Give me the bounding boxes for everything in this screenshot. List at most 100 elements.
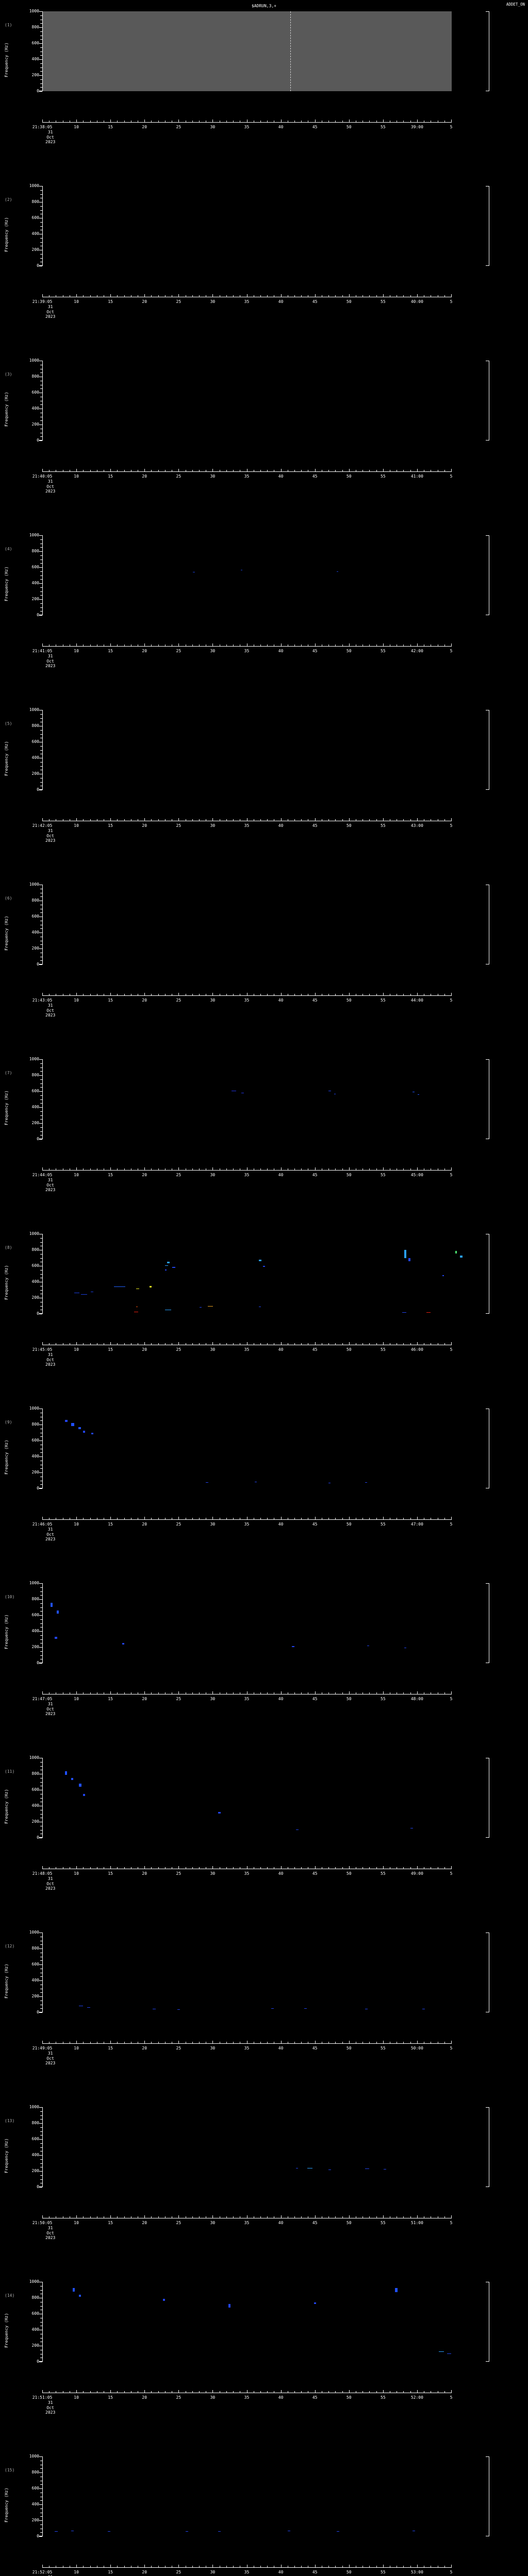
y-tick-mark (39, 1488, 42, 1489)
x-minor-tick (49, 1518, 50, 1519)
y-minor-tick (40, 63, 42, 64)
x-major-tick (76, 469, 77, 471)
x-minor-tick (444, 121, 445, 122)
y-minor-tick (40, 960, 42, 961)
detection-mark (404, 1250, 406, 1258)
x-major-tick (383, 2215, 384, 2218)
y-minor-tick (40, 595, 42, 596)
x-tick-label: 21:45:05 (32, 1347, 53, 1352)
plot-area[interactable] (42, 2456, 452, 2536)
plot-area[interactable] (42, 11, 452, 91)
y-tick-mark (39, 2536, 42, 2537)
spectrogram-panel: (14) Frequency (Hz) 1000 800 600 400 200 0 21:51… (0, 2280, 528, 2456)
x-minor-tick (199, 2391, 200, 2393)
plot-area[interactable] (42, 1059, 452, 1139)
plot-area[interactable] (42, 361, 452, 440)
x-minor-tick (328, 1343, 329, 1345)
x-tick-label: 50 (346, 299, 352, 304)
x-tick-label: 5 (450, 125, 453, 129)
y-minor-tick (40, 1655, 42, 1656)
y-tick-label: 400 (31, 406, 39, 411)
plot-area[interactable] (42, 1409, 452, 1488)
left-axis-cap (39, 2107, 43, 2108)
y-tick-label: 600 (31, 1962, 39, 1967)
time-cursor[interactable] (290, 11, 291, 91)
plot-area[interactable] (42, 2107, 452, 2187)
x-major-tick (42, 2041, 43, 2043)
y-minor-tick (40, 1603, 42, 1604)
x-minor-tick (124, 1692, 125, 1694)
x-major-tick (76, 1342, 77, 1345)
x-major-tick (383, 1866, 384, 1869)
x-minor-tick (328, 1168, 329, 1170)
left-axis-cap (39, 1313, 43, 1314)
x-axis-date: 31 Oct 2023 (45, 2575, 55, 2576)
x-major-tick (451, 2041, 452, 2043)
y-minor-tick (40, 2179, 42, 2180)
x-tick-label: 55 (381, 2395, 386, 2400)
plot-area[interactable] (42, 1758, 452, 1838)
plot-area[interactable] (42, 186, 452, 266)
y-minor-tick (40, 1253, 42, 1255)
x-tick-label: 25 (176, 1697, 182, 1701)
x-axis-date: 31 Oct 2023 (45, 1352, 56, 1367)
y-tick-label: 600 (31, 215, 39, 220)
plot-area[interactable] (42, 2282, 452, 2362)
detection-mark (56, 1611, 59, 1614)
x-minor-tick (267, 1518, 268, 1519)
x-minor-tick (192, 2566, 193, 2567)
plot-area[interactable] (42, 885, 452, 964)
x-major-tick (212, 2390, 213, 2393)
y-axis-label: Frequency (Hz) (4, 741, 9, 776)
x-minor-tick (90, 2216, 91, 2218)
x-tick-label: 20 (142, 998, 147, 1003)
y-minor-tick (40, 1992, 42, 1993)
x-minor-tick (199, 2216, 200, 2218)
x-minor-tick (335, 1692, 336, 1694)
x-major-tick (144, 2215, 145, 2218)
y-tick-label: 1000 (29, 1231, 39, 1236)
detection-mark (336, 571, 338, 572)
y-minor-tick (40, 71, 42, 72)
y-minor-tick (40, 194, 42, 195)
x-minor-tick (192, 2391, 193, 2393)
x-minor-tick (362, 121, 364, 122)
x-minor-tick (192, 1867, 193, 1869)
x-minor-tick (267, 994, 268, 995)
x-major-tick (178, 2565, 179, 2567)
x-minor-tick (328, 2216, 329, 2218)
plot-area[interactable] (42, 1933, 452, 2012)
x-minor-tick (294, 645, 295, 646)
x-minor-tick (294, 1692, 295, 1694)
x-tick-label: 30 (210, 1347, 216, 1352)
plot-area[interactable] (42, 535, 452, 615)
x-tick-label: 5 (450, 2570, 453, 2574)
x-tick-label: 21:41:05 (32, 649, 53, 653)
x-tick-label: 40 (278, 2221, 284, 2225)
x-major-tick (315, 1866, 316, 1869)
x-minor-tick (328, 295, 329, 297)
x-minor-tick (192, 470, 193, 471)
plot-area[interactable] (42, 1234, 452, 1314)
y-minor-tick (40, 563, 42, 564)
x-tick-label: 30 (210, 998, 216, 1003)
x-tick-label: 10 (74, 125, 79, 129)
detection-mark (172, 1267, 176, 1268)
y-minor-tick (40, 1829, 42, 1831)
x-tick-label: 53:00 (410, 2570, 423, 2574)
y-minor-tick (40, 226, 42, 227)
x-minor-tick (151, 2566, 152, 2567)
x-tick-label: 10 (74, 1697, 79, 1701)
x-minor-tick (444, 470, 445, 471)
x-major-tick (110, 2041, 111, 2043)
plot-area[interactable] (42, 1583, 452, 1663)
y-tick-label: 400 (31, 2327, 39, 2332)
x-minor-tick (233, 1692, 234, 1694)
x-major-tick (110, 1866, 111, 1869)
x-minor-tick (335, 295, 336, 297)
detection-mark (200, 1307, 202, 1308)
x-major-tick (76, 1691, 77, 1694)
plot-area[interactable] (42, 710, 452, 790)
x-minor-tick (267, 2391, 268, 2393)
x-minor-tick (117, 295, 118, 297)
